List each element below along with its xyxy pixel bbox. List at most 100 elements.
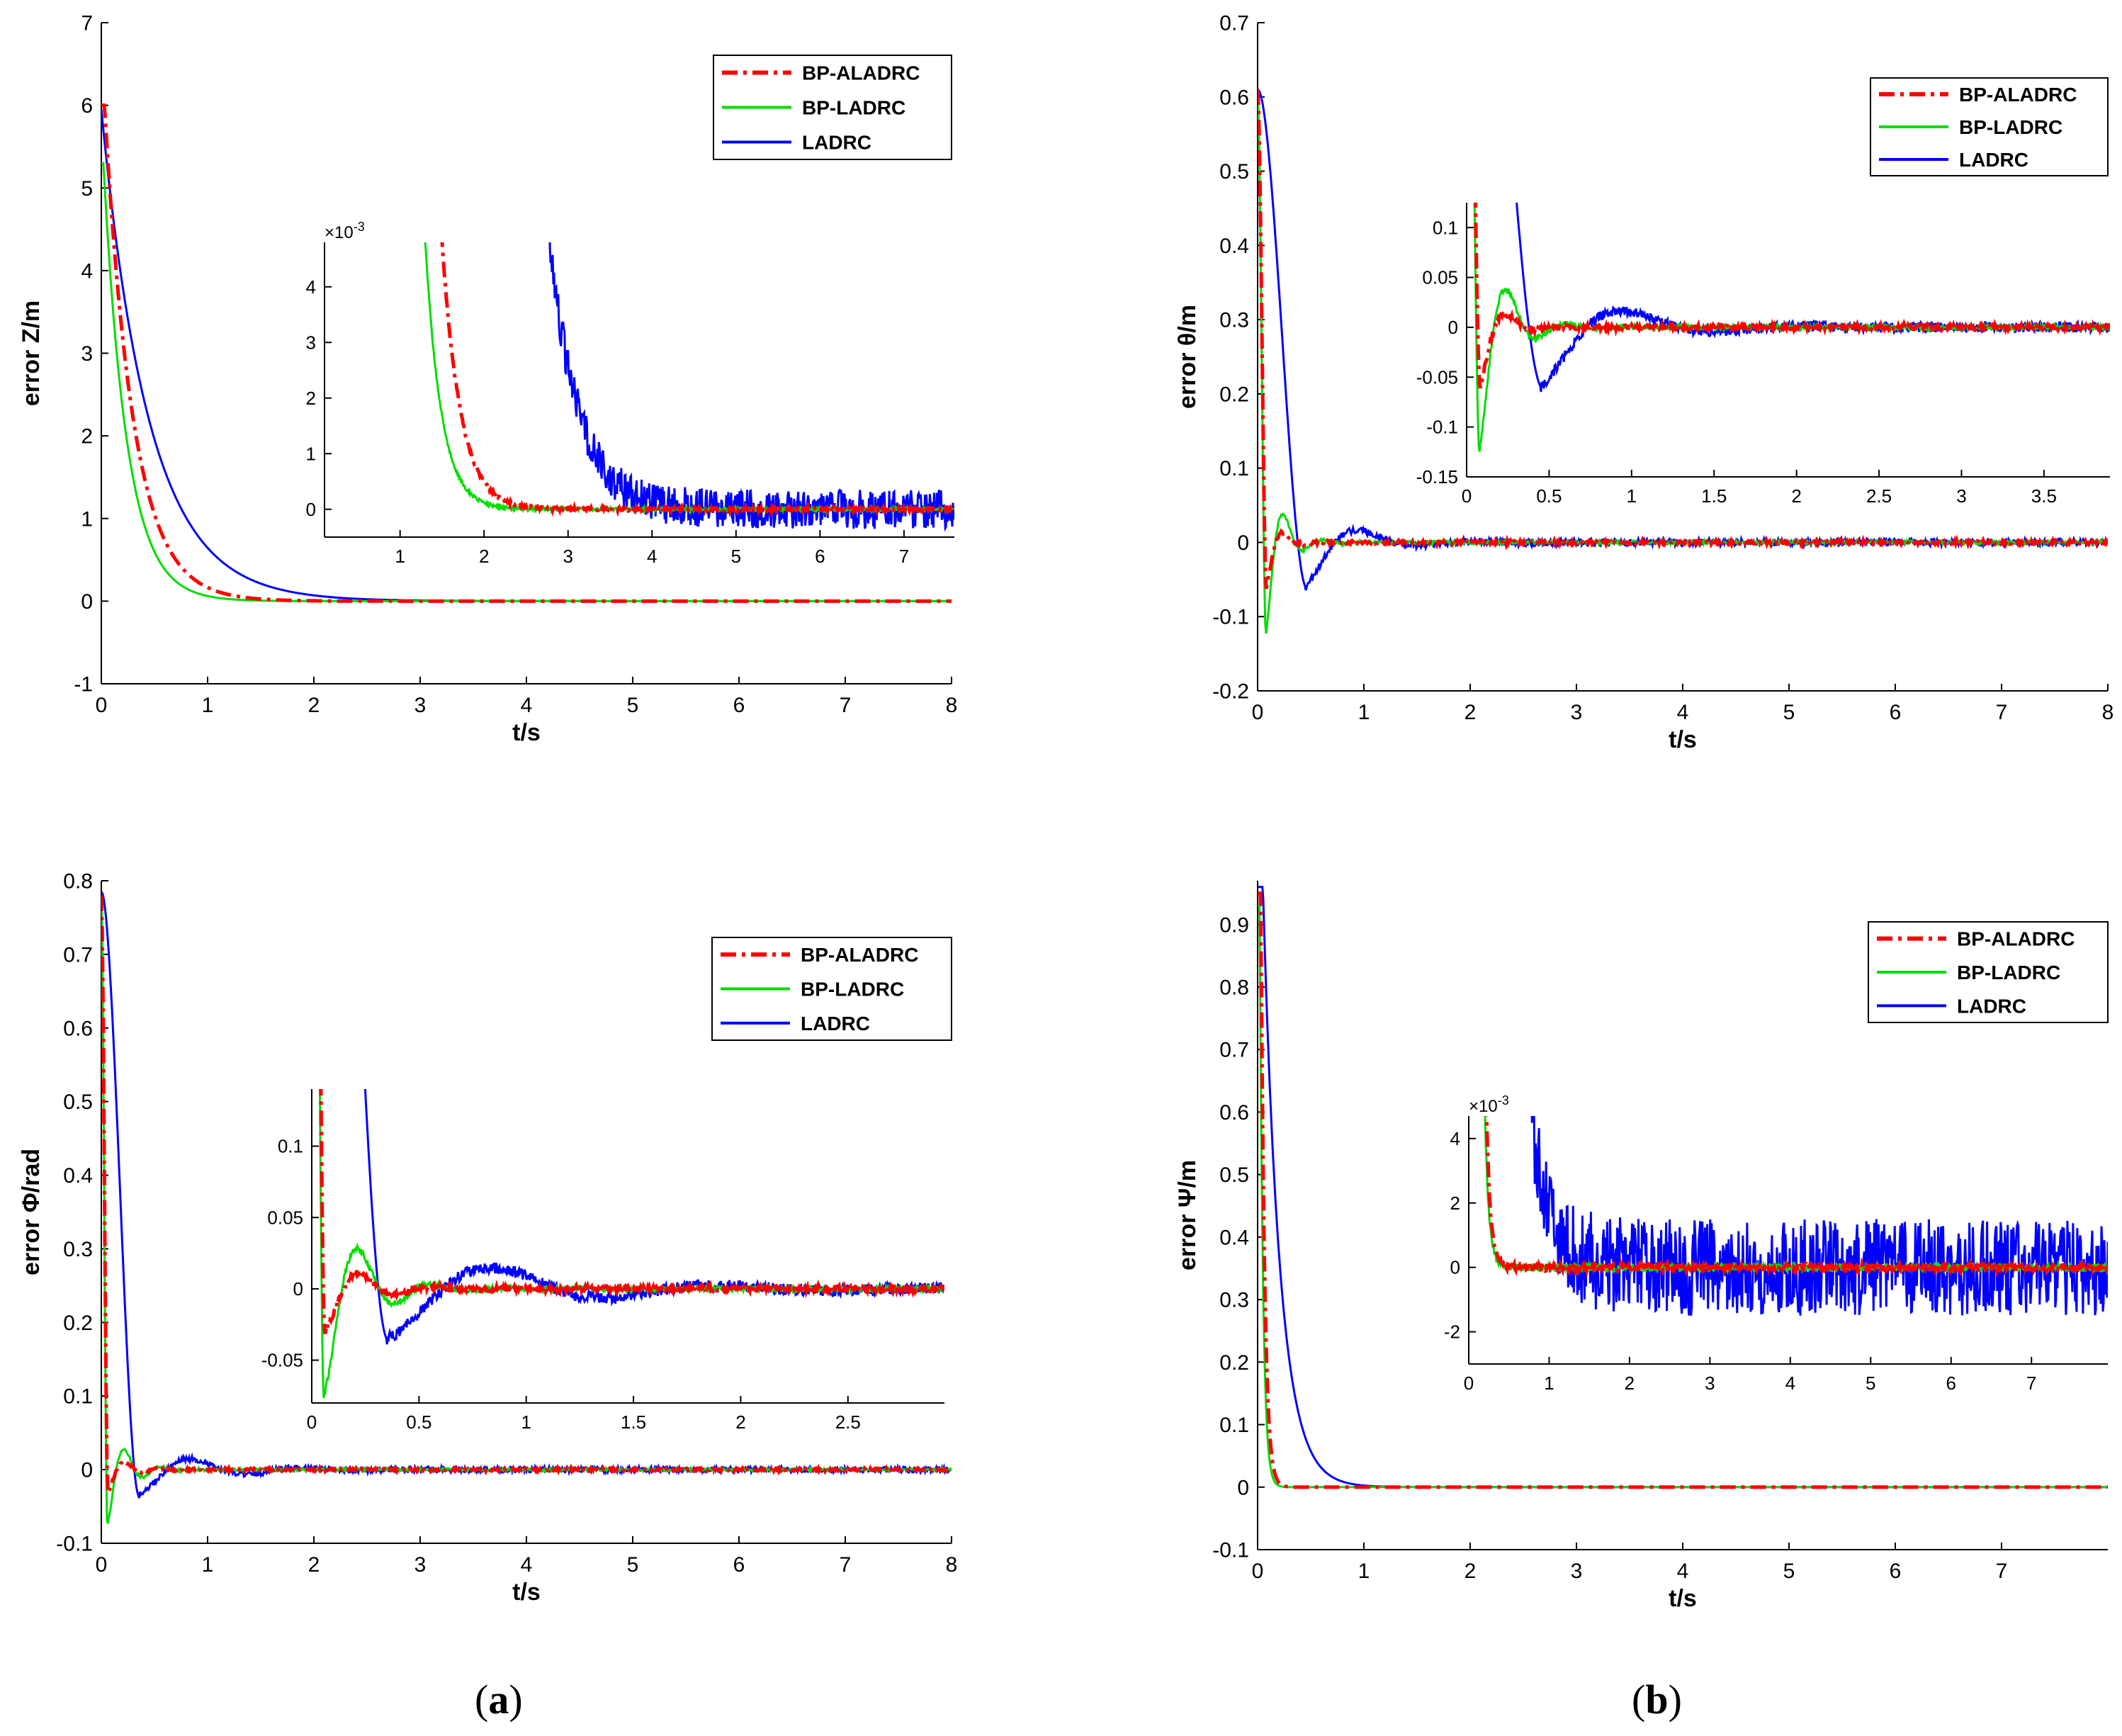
p1-inset-xtick-label: 7 [899, 546, 909, 567]
p3-ytick-label: 0.5 [63, 1090, 93, 1114]
p1-xtick-label: 1 [202, 694, 214, 717]
p2-inset-xtick-label: 3.5 [2031, 485, 2057, 507]
p4-legend-label: BP-LADRC [1957, 962, 2060, 983]
p4-legend-label: BP-ALADRC [1957, 928, 2075, 950]
p2-xtick-label: 6 [1890, 701, 1902, 724]
p2-xtick-label: 3 [1571, 701, 1583, 724]
p2-inset-xtick-label: 1 [1627, 485, 1637, 507]
p4-ytick-label: 0.4 [1219, 1226, 1249, 1249]
p1-xtick-label: 5 [627, 694, 639, 717]
p4-ytick-label: 0.9 [1219, 913, 1249, 937]
p1-inset-xtick-label: 5 [731, 546, 741, 567]
p4-xtick-label: 4 [1677, 1560, 1689, 1583]
p2-inset-bg [1467, 203, 2110, 477]
p1-ytick-label: 3 [81, 342, 93, 366]
p1-inset-xtick-label: 6 [815, 546, 825, 567]
p3-ytick-label: 0.7 [63, 943, 93, 966]
p4-inset-xtick-label: 4 [1785, 1373, 1795, 1394]
p1-ytick-label: 5 [81, 177, 93, 201]
p2-inset-ytick-label: -0.05 [1416, 366, 1458, 388]
p2-legend-label: BP-ALADRC [1959, 84, 2077, 106]
p2-ytick-label: 0 [1237, 531, 1249, 555]
p4-chart: 0 1 2 3 4 5 6 7-0.100.10.20.30.40.50.60.70.80.9… [1174, 813, 2108, 1612]
p2-xtick-label: 7 [1996, 701, 2008, 724]
p3-ylabel: error Φ/rad [18, 1149, 45, 1275]
p3-legend-label: LADRC [801, 1013, 870, 1035]
p2-ytick-label: 0.2 [1219, 383, 1249, 406]
p3-ytick-label: 0.6 [63, 1017, 93, 1040]
p3-inset-xtick-label: 1.5 [621, 1411, 646, 1433]
p1-xtick-label: 0 [96, 694, 108, 717]
p3-chart: 0 1 2 3 4 5 6 7 8-0.100.10.20.30.40.50.60.70.8t/… [18, 689, 957, 1606]
p3-ytick-label: -0.1 [56, 1533, 93, 1556]
p3-inset-xtick-label: 2.5 [835, 1411, 861, 1433]
p2-ytick-label: 0.6 [1219, 86, 1249, 109]
p1-inset-xtick-label: 4 [647, 546, 657, 567]
p3-xtick-label: 6 [733, 1553, 745, 1577]
p4-inset-xtick-label: 6 [1946, 1373, 1956, 1394]
p4-inset-xtick-label: 7 [2026, 1373, 2036, 1394]
p4-ytick-label: 0.6 [1219, 1101, 1249, 1125]
p1-legend-label: LADRC [802, 132, 871, 154]
p3-ytick-label: 0.8 [63, 870, 93, 894]
p4-inset-xtick-label: 1 [1544, 1373, 1554, 1394]
p2-inset-xtick-label: 1.5 [1701, 485, 1727, 507]
p2-ytick-label: 0.5 [1219, 160, 1249, 184]
p2-xtick-label: 8 [2102, 701, 2114, 724]
p4-inset-ytick-label: 0 [1450, 1257, 1460, 1278]
p4-ytick-label: -0.1 [1212, 1539, 1249, 1562]
p3-xlabel: t/s [512, 1579, 541, 1606]
p4-ytick-label: 0.7 [1219, 1039, 1249, 1062]
p2-chart: 0 1 2 3 4 5 6 7 8-0.2-0.100.10.20.30.40.50.60.7t… [1174, 0, 2113, 753]
p4-inset-xtick-label: 2 [1625, 1373, 1635, 1394]
p2-inset-xtick-label: 2.5 [1866, 485, 1892, 507]
p2-inset-ytick-label: -0.1 [1426, 417, 1458, 438]
p4-xtick-label: 1 [1358, 1560, 1370, 1583]
p3-inset-xtick-label: 0 [307, 1411, 317, 1433]
p1-xtick-label: 6 [733, 694, 745, 717]
p4-inset-exponent-power: -3 [1498, 1093, 1509, 1107]
p2-inset-xtick-label: 0 [1462, 485, 1472, 507]
p3-ytick-label: 0.3 [63, 1238, 93, 1261]
p1-xlabel: t/s [512, 719, 541, 746]
p3-xtick-label: 2 [308, 1553, 320, 1577]
p4-xtick-label: 7 [1996, 1560, 2008, 1583]
p2-xlabel: t/s [1669, 726, 1697, 753]
p2-ytick-label: -0.1 [1212, 606, 1249, 629]
p1-inset-ytick-label: 2 [306, 388, 316, 409]
p3-ytick-label: 0.2 [63, 1312, 93, 1335]
p3-inset-bg [312, 1089, 944, 1403]
p3-inset-xtick-label: 2 [735, 1411, 745, 1433]
p1-legend-label: BP-LADRC [802, 97, 905, 119]
p1-inset-xtick-label: 3 [563, 546, 573, 567]
p3-inset-xtick-label: 1 [521, 1411, 531, 1433]
p4-ytick-label: 0.3 [1219, 1289, 1249, 1312]
p1-xtick-label: 8 [946, 694, 958, 717]
p1-ytick-label: 4 [81, 259, 93, 283]
p4-legend-label: LADRC [1957, 995, 2026, 1017]
p4-ytick-label: 0.5 [1219, 1163, 1249, 1187]
p2-xtick-label: 4 [1677, 701, 1689, 724]
p3-xtick-label: 3 [414, 1553, 427, 1577]
p4-inset-ytick-label: 2 [1450, 1193, 1460, 1214]
p2-inset-ytick-label: 0 [1448, 317, 1458, 338]
p2-inset-xtick-label: 0.5 [1536, 485, 1562, 507]
p3-ytick-label: 0.4 [63, 1164, 93, 1188]
p1-ytick-label: 6 [81, 94, 93, 118]
p2-xtick-label: 1 [1358, 701, 1370, 724]
p4-ytick-label: 0.8 [1219, 976, 1249, 999]
p3-ytick-label: 0.1 [63, 1385, 93, 1409]
p4-ylabel: error Ψ/m [1174, 1160, 1201, 1270]
p3-inset-ytick-label: 0.1 [278, 1136, 303, 1157]
p2-inset-xtick-label: 3 [1956, 485, 1966, 507]
p1-ytick-label: -1 [74, 673, 93, 697]
p3-xtick-label: 4 [521, 1553, 533, 1577]
p4-xtick-label: 0 [1252, 1560, 1264, 1583]
p2-legend-label: LADRC [1959, 149, 2028, 171]
p1-ytick-label: 1 [81, 507, 93, 531]
p3-xtick-label: 5 [627, 1553, 639, 1577]
p2-inset-xtick-label: 2 [1791, 485, 1801, 507]
p1-inset-exponent-power: -3 [354, 220, 365, 234]
p4-inset-xtick-label: 0 [1464, 1373, 1474, 1394]
